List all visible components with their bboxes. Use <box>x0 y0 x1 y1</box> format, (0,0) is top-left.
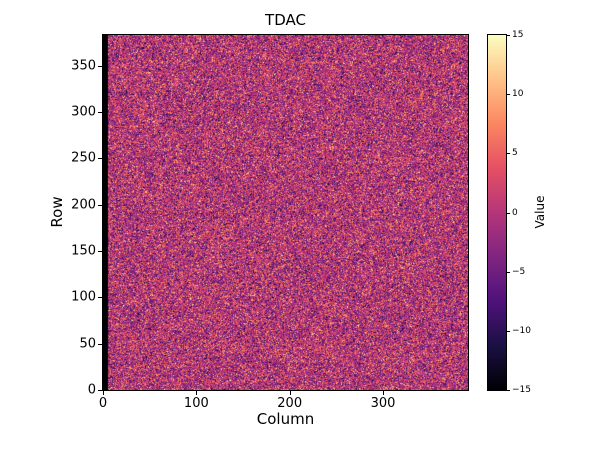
colorbar-label: Value <box>533 195 547 229</box>
y-tick-mark <box>98 390 102 391</box>
y-tick-label: 100 <box>71 289 96 305</box>
y-tick-mark <box>98 204 102 206</box>
heatmap-canvas <box>102 34 469 391</box>
x-tick-label: 0 <box>98 396 108 411</box>
x-tick-label: 300 <box>370 396 396 411</box>
colorbar-tick-label: −5 <box>512 266 526 277</box>
colorbar-tick-mark <box>507 35 510 36</box>
colorbar-tick-label: −10 <box>512 325 531 336</box>
colorbar-tick-mark <box>507 153 510 155</box>
colorbar-tick-mark <box>507 212 510 214</box>
y-tick-mark <box>98 65 102 67</box>
y-axis-label: Row <box>48 196 66 228</box>
colorbar <box>487 34 507 391</box>
y-tick-mark <box>98 111 102 113</box>
y-tick-label: 300 <box>71 104 96 120</box>
y-tick-label: 150 <box>71 243 96 259</box>
colorbar-tick-mark <box>507 94 510 96</box>
colorbar-tick-label: 5 <box>512 148 518 159</box>
y-tick-mark <box>98 158 102 160</box>
colorbar-tick-label: 15 <box>512 30 524 40</box>
x-tick-mark <box>289 391 291 395</box>
x-axis-label: Column <box>256 410 315 428</box>
y-tick-mark <box>98 250 102 252</box>
y-tick-label: 250 <box>71 150 96 166</box>
colorbar-tick-label: 10 <box>512 89 524 100</box>
x-tick-label: 100 <box>183 396 209 411</box>
colorbar-tick-mark <box>507 390 510 391</box>
colorbar-tick-label: 0 <box>512 207 518 218</box>
x-tick-mark <box>196 391 198 395</box>
y-tick-label: 50 <box>79 336 96 352</box>
x-tick-mark <box>383 391 385 395</box>
x-tick-label: 200 <box>277 396 303 411</box>
y-tick-mark <box>98 297 102 299</box>
colorbar-tick-mark <box>507 330 510 332</box>
y-tick-label: 200 <box>71 197 96 213</box>
chart-title: TDAC <box>265 11 306 29</box>
x-tick-mark <box>103 391 104 395</box>
y-tick-label: 0 <box>87 382 96 398</box>
colorbar-tick-mark <box>507 271 510 273</box>
y-tick-label: 350 <box>71 58 96 74</box>
colorbar-tick-label: −15 <box>512 385 531 395</box>
y-tick-mark <box>98 343 102 345</box>
